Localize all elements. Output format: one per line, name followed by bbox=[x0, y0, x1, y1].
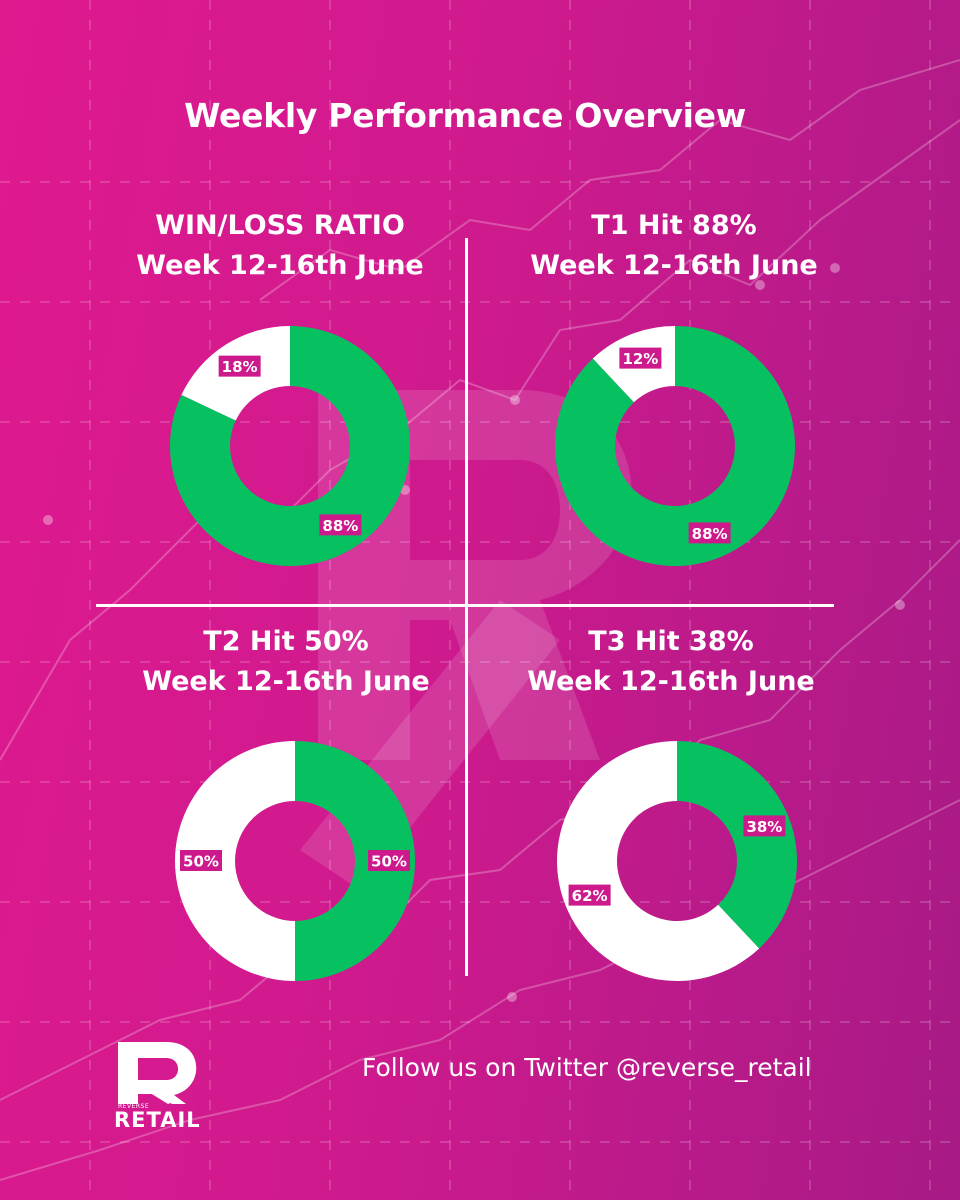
panel-title: T2 Hit 50% Week 12-16th June bbox=[86, 622, 486, 702]
horizontal-divider bbox=[96, 604, 834, 607]
donut-label-1: 12% bbox=[619, 347, 662, 369]
donut-label-bg bbox=[743, 815, 786, 837]
t1-hit-donut-chart: 88% 12% bbox=[555, 326, 795, 566]
panel-title-line2: Week 12-16th June bbox=[527, 666, 815, 697]
donut-label-1: 62% bbox=[568, 884, 611, 906]
panel-title: T3 Hit 38% Week 12-16th June bbox=[471, 622, 871, 702]
donut-label-bg bbox=[180, 850, 222, 871]
panel-title-line1: T2 Hit 50% bbox=[203, 626, 369, 657]
donut-label-bg bbox=[619, 347, 662, 369]
panel-title: WIN/LOSS RATIO Week 12-16th June bbox=[80, 206, 480, 286]
panel-title-line2: Week 12-16th June bbox=[136, 250, 424, 281]
donut-label-bg bbox=[688, 522, 731, 544]
donut-label-text: 18% bbox=[222, 358, 258, 376]
panel-win-loss-ratio: WIN/LOSS RATIO Week 12-16th June bbox=[80, 200, 480, 560]
donut-label-0: 38% bbox=[743, 815, 786, 837]
donut-slice-0 bbox=[677, 741, 797, 949]
panel-title-line2: Week 12-16th June bbox=[530, 250, 818, 281]
logo-small-text: REVERSE bbox=[118, 1103, 150, 1110]
donut-label-text: 50% bbox=[371, 853, 407, 871]
donut-slice-0 bbox=[170, 326, 410, 566]
donut-label-0: 88% bbox=[319, 514, 362, 536]
donut-label-text: 62% bbox=[572, 887, 608, 905]
donut-label-bg bbox=[368, 850, 410, 871]
donut-label-1: 50% bbox=[180, 850, 222, 871]
twitter-follow-text: Follow us on Twitter @reverse_retail bbox=[362, 1053, 812, 1082]
donut-label-0: 50% bbox=[368, 850, 410, 871]
panel-title: T1 Hit 88% Week 12-16th June bbox=[474, 206, 874, 286]
panel-title-line1: WIN/LOSS RATIO bbox=[155, 210, 405, 241]
panel-title-line2: Week 12-16th June bbox=[142, 666, 430, 697]
donut-label-bg bbox=[568, 884, 611, 906]
donut-slice-0 bbox=[555, 326, 795, 566]
donut-label-bg bbox=[319, 514, 362, 536]
donut-label-text: 38% bbox=[746, 818, 782, 836]
t2-hit-donut-chart: 50% 50% bbox=[175, 741, 415, 981]
t3-hit-donut-chart: 38% 62% bbox=[557, 741, 797, 981]
panel-title-line1: T1 Hit 88% bbox=[591, 210, 757, 241]
donut-slice-0 bbox=[295, 741, 415, 981]
donut-label-bg bbox=[218, 355, 261, 377]
donut-slice-1 bbox=[557, 741, 760, 981]
donut-label-0: 88% bbox=[688, 522, 731, 544]
vertical-divider bbox=[465, 238, 468, 976]
panel-t1-hit: T1 Hit 88% Week 12-16th June bbox=[474, 200, 874, 560]
reverse-retail-logo-icon bbox=[118, 1042, 197, 1104]
panel-title-line1: T3 Hit 38% bbox=[588, 626, 754, 657]
logo-wordmark: RETAIL bbox=[114, 1108, 201, 1132]
donut-label-text: 88% bbox=[322, 517, 358, 535]
donut-label-text: 12% bbox=[622, 350, 658, 368]
page-title: Weekly Performance Overview bbox=[184, 96, 746, 135]
panel-t3-hit: T3 Hit 38% Week 12-16th June bbox=[471, 618, 871, 978]
donut-label-text: 50% bbox=[183, 853, 219, 871]
donut-slice-1 bbox=[175, 741, 295, 981]
donut-label-1: 18% bbox=[218, 355, 261, 377]
win-loss-donut-chart: 88% 18% bbox=[170, 326, 410, 566]
donut-label-text: 88% bbox=[692, 525, 728, 543]
panel-t2-hit: T2 Hit 50% Week 12-16th June bbox=[86, 618, 486, 978]
